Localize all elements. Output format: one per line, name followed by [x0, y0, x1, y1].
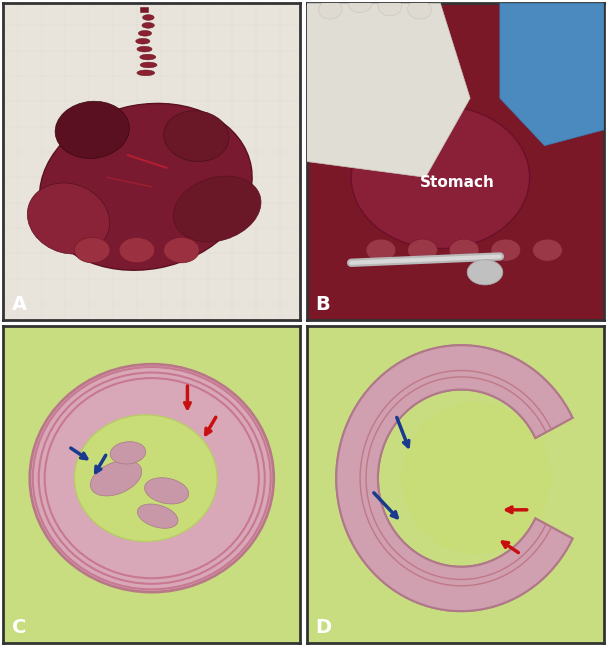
Polygon shape: [307, 3, 470, 177]
Ellipse shape: [467, 260, 503, 285]
Text: Stomach: Stomach: [419, 175, 495, 190]
Polygon shape: [3, 326, 300, 643]
Ellipse shape: [119, 238, 155, 263]
Ellipse shape: [136, 38, 150, 44]
Ellipse shape: [142, 23, 154, 28]
Polygon shape: [307, 326, 604, 643]
Ellipse shape: [27, 183, 110, 254]
Text: D: D: [316, 618, 331, 637]
Text: B: B: [316, 295, 330, 314]
Ellipse shape: [55, 101, 129, 158]
Polygon shape: [307, 3, 604, 320]
Ellipse shape: [319, 0, 342, 19]
Ellipse shape: [110, 442, 146, 464]
Ellipse shape: [140, 54, 156, 60]
Ellipse shape: [143, 15, 154, 20]
Polygon shape: [336, 345, 572, 611]
Ellipse shape: [164, 238, 199, 263]
Ellipse shape: [75, 238, 110, 263]
Ellipse shape: [137, 47, 152, 52]
Ellipse shape: [144, 477, 189, 504]
Polygon shape: [336, 345, 572, 611]
Ellipse shape: [408, 239, 438, 261]
Ellipse shape: [140, 62, 157, 68]
Ellipse shape: [39, 103, 252, 270]
Ellipse shape: [366, 239, 396, 261]
Text: A: A: [12, 295, 27, 314]
Ellipse shape: [378, 0, 402, 16]
Ellipse shape: [137, 504, 178, 528]
Ellipse shape: [532, 239, 562, 261]
Ellipse shape: [137, 70, 155, 76]
Ellipse shape: [351, 106, 530, 249]
Ellipse shape: [408, 0, 432, 19]
Ellipse shape: [491, 239, 521, 261]
Ellipse shape: [30, 364, 274, 592]
Ellipse shape: [138, 30, 152, 36]
Ellipse shape: [449, 239, 479, 261]
Ellipse shape: [164, 110, 229, 162]
Polygon shape: [500, 3, 604, 145]
Ellipse shape: [75, 415, 217, 541]
Polygon shape: [3, 3, 300, 320]
Text: C: C: [12, 618, 26, 637]
Ellipse shape: [90, 461, 141, 496]
Ellipse shape: [402, 402, 551, 554]
Ellipse shape: [348, 0, 372, 13]
Ellipse shape: [174, 176, 261, 242]
